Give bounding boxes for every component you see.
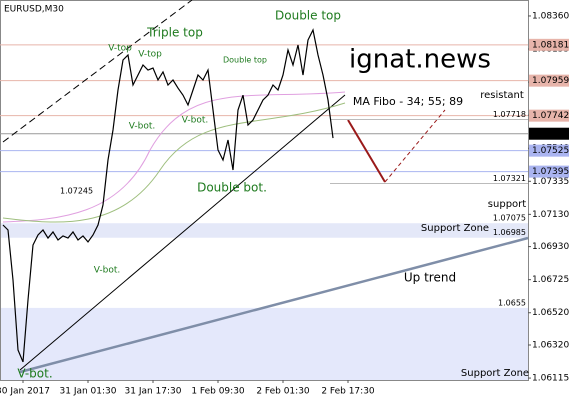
channel-top — [2, 0, 193, 143]
y-tick-label: 1.07130 — [532, 210, 569, 220]
annotation: MA Fibo - 34; 55; 89 — [353, 95, 463, 108]
level-label: 1.08181 — [532, 40, 569, 50]
annotation: V-top — [108, 44, 132, 54]
level-label: 1.07525 — [532, 146, 569, 156]
annotation: support — [488, 199, 526, 210]
y-tick-label: 1.07335 — [532, 177, 569, 187]
annotation: resistant — [480, 90, 524, 101]
forecast-up — [384, 109, 446, 183]
support-zone — [1, 307, 528, 380]
annotation: Up trend — [404, 271, 456, 285]
x-tick-label: 1 Feb 09:30 — [191, 387, 245, 397]
annotation: Double top — [275, 9, 341, 23]
plot-frame — [0, 0, 529, 381]
annotation: Triple top — [146, 26, 203, 40]
level-label: 1.07395 — [532, 167, 569, 177]
zone-note: 1.06985 — [493, 228, 526, 237]
uptrend-line — [19, 236, 529, 374]
y-tick-label: 1.08360 — [532, 11, 569, 21]
x-tick-label: 2 Feb 01:30 — [256, 387, 310, 397]
level-label-bg — [529, 109, 569, 122]
chart-title: EURUSD,M30 — [4, 5, 64, 15]
ma-34 — [2, 91, 346, 223]
level-label-bg — [529, 127, 569, 140]
level-label-bg — [529, 74, 569, 87]
annotation: V-bot. — [17, 367, 52, 381]
level-label-bg — [529, 144, 569, 157]
level-label-bg — [529, 165, 569, 178]
x-tick-label: 31 Jan 17:30 — [125, 387, 182, 397]
zone-note: 1.0655 — [498, 298, 526, 307]
annotation: Support Zone — [421, 223, 489, 234]
x-tick-label: 30 Jan 2017 — [0, 387, 50, 397]
annotation: Double top — [223, 56, 267, 65]
annotation: Double bot. — [197, 181, 267, 195]
level-label: 1.07959 — [532, 76, 569, 86]
y-tick-label: 1.06725 — [532, 275, 569, 285]
y-tick-label: 1.06115 — [532, 374, 569, 384]
annotation: Support Zone — [461, 368, 529, 379]
annotation: V-bot. — [94, 266, 121, 276]
channel-bottom — [19, 94, 346, 371]
level-label-bg — [529, 38, 569, 51]
price-note: 1.07245 — [60, 186, 93, 195]
level-label: 1.07630 — [532, 129, 569, 139]
price-note: 1.07321 — [493, 174, 526, 183]
x-tick-label: 2 Feb 17:30 — [321, 387, 375, 397]
x-tick-label: 31 Jan 01:30 — [60, 387, 117, 397]
annotation: V-bot. — [182, 116, 209, 126]
ma-89 — [2, 102, 346, 223]
y-tick-label: 1.06520 — [532, 308, 569, 318]
support-zone — [1, 223, 528, 238]
forecast-down — [347, 119, 386, 183]
annotation: V-top — [138, 50, 162, 60]
price-note: 1.07718 — [493, 110, 526, 119]
watermark: ignat.news — [349, 45, 491, 75]
zone-note: 1.07075 — [493, 214, 526, 223]
level-label: 1.07742 — [532, 111, 569, 121]
price-line — [2, 28, 334, 363]
y-tick-label: 1.06320 — [532, 341, 569, 351]
y-tick-label: 1.06930 — [532, 242, 569, 252]
annotation: V-bot. — [129, 122, 156, 132]
